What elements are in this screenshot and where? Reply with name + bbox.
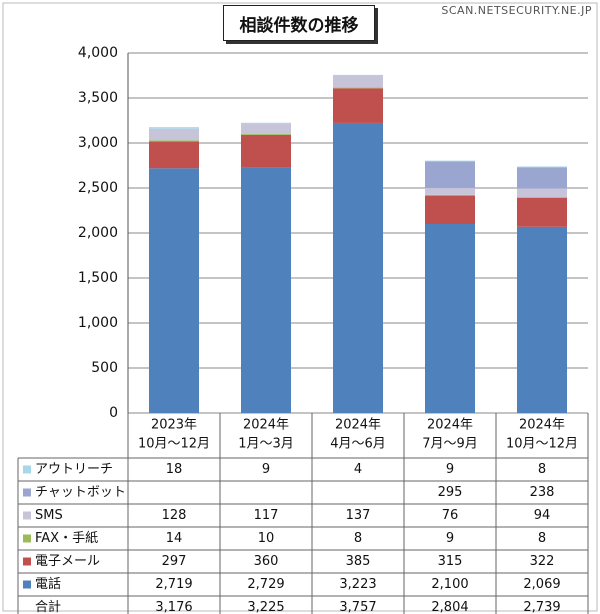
y-tick-label: 1,500 [78,270,118,286]
x-category-label: 10月～12月 [506,437,578,452]
data-label: 9 [446,531,454,546]
data-label: 2,069 [523,577,560,592]
total-value: 3,757 [339,600,376,614]
x-category-label: 2024年 [427,418,473,433]
bar-segment [333,74,383,76]
legend-label: SMS [35,508,63,523]
data-label: 117 [254,508,279,523]
total-value: 2,739 [523,600,560,614]
bar-segment [425,224,475,413]
x-category-label: 2024年 [335,418,381,433]
x-category-label: 2024年 [243,418,289,433]
data-label: 76 [442,508,459,523]
legend-label: FAX・手紙 [35,531,98,546]
data-label: 137 [346,508,371,523]
data-label: 315 [438,554,463,569]
bar-segment [149,140,199,142]
data-label: 238 [530,485,555,500]
data-label: 3,223 [339,577,376,592]
bar-segment [517,166,567,168]
total-value: 2,804 [431,600,468,614]
x-category-label: 7月～9月 [422,437,478,452]
legend-label: 電話 [35,576,61,592]
legend-swatch [23,488,31,497]
bar-segment [333,87,383,89]
bar-segment [425,161,475,188]
bar-segment [241,167,291,413]
data-label: 297 [162,554,187,569]
x-category-label: 2024年 [519,418,565,433]
y-tick-label: 3,000 [78,135,118,151]
data-label: 9 [446,462,454,477]
legend-label: 電子メール [35,554,100,569]
legend-swatch [23,534,31,543]
data-label: 2,719 [155,577,192,592]
bar-segment [425,160,475,162]
bar-segment [517,167,567,189]
bar-segment [241,134,291,168]
legend-swatch [23,580,31,589]
data-label: 18 [166,462,183,477]
bar-segment [149,127,199,129]
data-label: 128 [162,508,187,523]
data-label: 4 [354,462,362,477]
y-tick-label: 2,500 [78,180,118,196]
y-tick-label: 0 [109,405,118,421]
data-label: 385 [346,554,371,569]
y-tick-label: 2,000 [78,225,118,241]
bar-segment [333,75,383,88]
data-label: 8 [354,531,362,546]
data-label: 2,100 [431,577,468,592]
bar-segment [149,141,199,169]
y-tick-label: 1,000 [78,315,118,331]
legend-label: アウトリーチ [35,462,113,477]
total-value: 3,176 [155,600,192,614]
legend-label: チャットボット [35,485,126,500]
total-label: 合計 [35,599,61,614]
y-tick-label: 4,000 [78,45,118,61]
bar-segment [333,88,383,123]
bar-segment [517,197,567,227]
legend-swatch [23,465,31,474]
bar-segment [149,168,199,413]
x-category-label: 10月～12月 [138,437,210,452]
source-credit: SCAN.NETSECURITY.NE.JP [441,4,592,17]
bar-segment [241,123,291,135]
legend-swatch [23,557,31,566]
data-label: 322 [530,554,555,569]
data-label: 2,729 [247,577,284,592]
bar-segment [241,122,291,124]
bar-segment [517,188,567,198]
bar-segment [517,197,567,198]
data-label: 9 [262,462,270,477]
data-label: 8 [538,531,546,546]
x-category-label: 1月～3月 [238,437,294,452]
data-label: 14 [166,531,183,546]
bar-segment [425,195,475,224]
bar-segment [517,226,567,413]
data-label: 360 [254,554,279,569]
bar-segment [425,194,475,196]
y-tick-label: 3,500 [78,90,118,106]
total-value: 3,225 [247,600,284,614]
x-category-label: 4月～6月 [330,437,386,452]
data-label: 8 [538,462,546,477]
data-label: 10 [258,531,275,546]
bar-segment [149,128,199,141]
data-label: 295 [438,485,463,500]
data-label: 94 [534,508,551,523]
bar-segment [241,134,291,135]
legend-swatch [23,511,31,520]
x-category-label: 2023年 [151,418,197,433]
bar-segment [425,188,475,195]
bar-segment [333,122,383,414]
chart-title: 相談件数の推移 [223,5,375,41]
y-tick-label: 500 [91,360,118,376]
